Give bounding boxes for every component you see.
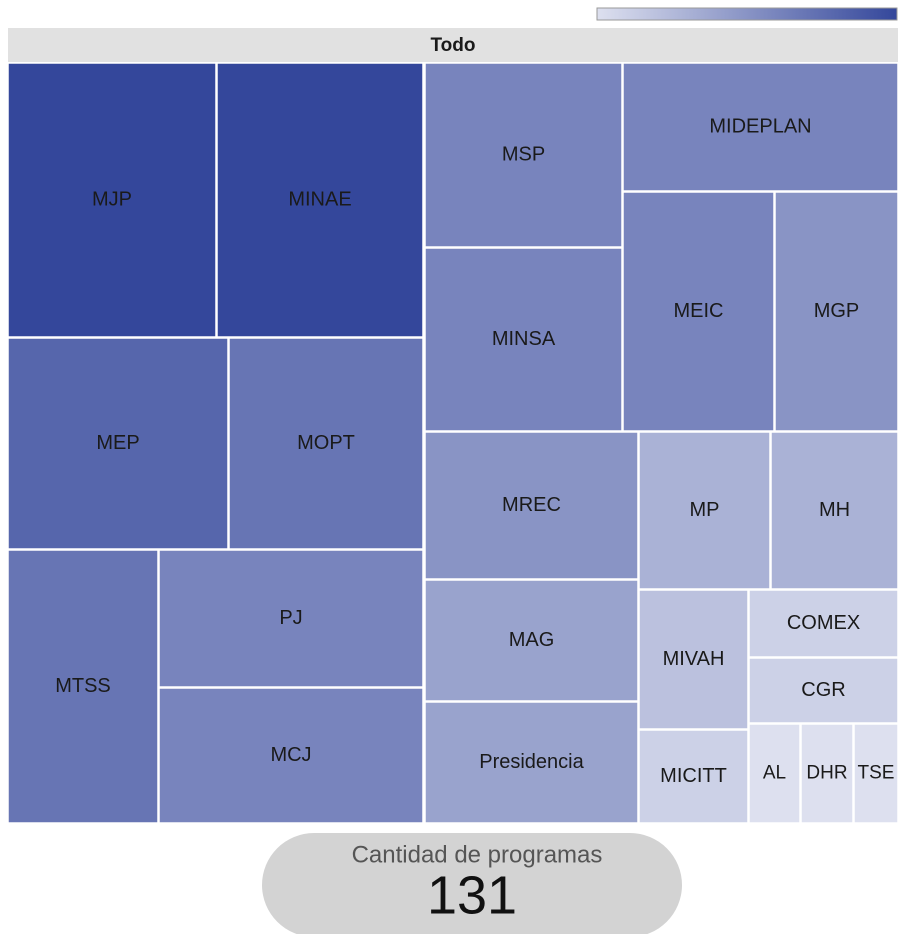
tile-label: MTSS [55, 675, 111, 697]
summary-label: Cantidad de programas [352, 841, 603, 868]
tile-label: CGR [801, 679, 845, 701]
tile-label: MEIC [674, 300, 724, 322]
tile[interactable] [158, 549, 424, 688]
tile[interactable] [748, 723, 801, 824]
tile[interactable] [638, 729, 749, 824]
tile-label: MEP [96, 432, 139, 454]
tile-label: MIDEPLAN [709, 115, 811, 137]
tile[interactable] [638, 431, 771, 590]
tile-label: MSP [502, 143, 545, 165]
tile[interactable] [7, 62, 217, 338]
tile[interactable] [7, 337, 229, 550]
tile[interactable] [800, 723, 854, 824]
summary-total: 131 [427, 865, 517, 925]
tile[interactable] [216, 62, 424, 338]
tile[interactable] [424, 431, 639, 580]
tile-label: MH [819, 499, 850, 521]
tile[interactable] [424, 62, 623, 248]
tile-label: COMEX [787, 612, 860, 634]
tile-label: Presidencia [479, 751, 584, 773]
tile-label: MAG [509, 629, 555, 651]
tile-label: MREC [502, 494, 561, 516]
tile-label: MJP [92, 188, 132, 210]
tile-label: MCJ [270, 744, 311, 766]
summary-pill [262, 833, 682, 934]
tile[interactable] [748, 657, 898, 724]
tile[interactable] [424, 579, 639, 702]
tile[interactable] [853, 723, 898, 824]
tile[interactable] [622, 191, 775, 432]
tile[interactable] [7, 549, 159, 824]
tile-label: MIVAH [663, 648, 725, 670]
tile-label: MINSA [492, 328, 556, 350]
tile-label: MP [690, 499, 720, 521]
tile-label: TSE [858, 763, 895, 784]
tiles: MJP MINAE MEP MOPT MTSS PJ MCJ MSP MIDEPLAN MINSA… [7, 62, 898, 824]
tile[interactable] [424, 247, 623, 432]
tile-label: DHR [806, 763, 847, 784]
tile[interactable] [774, 191, 898, 432]
tile-label: MICITT [660, 765, 727, 787]
tile-label: AL [763, 763, 786, 784]
root-label: Todo [430, 35, 475, 56]
tile-label: MINAE [288, 188, 351, 210]
tile[interactable] [748, 589, 898, 658]
tile-label: PJ [279, 607, 302, 629]
tile[interactable] [228, 337, 424, 550]
tile-label: MOPT [297, 432, 355, 454]
tile-label: MGP [814, 300, 860, 322]
tile[interactable] [770, 431, 898, 590]
tile[interactable] [424, 701, 639, 824]
tile[interactable] [622, 62, 898, 192]
tile[interactable] [158, 687, 424, 824]
color-scale [596, 7, 898, 21]
tile[interactable] [638, 589, 749, 730]
root-header[interactable] [8, 28, 898, 62]
